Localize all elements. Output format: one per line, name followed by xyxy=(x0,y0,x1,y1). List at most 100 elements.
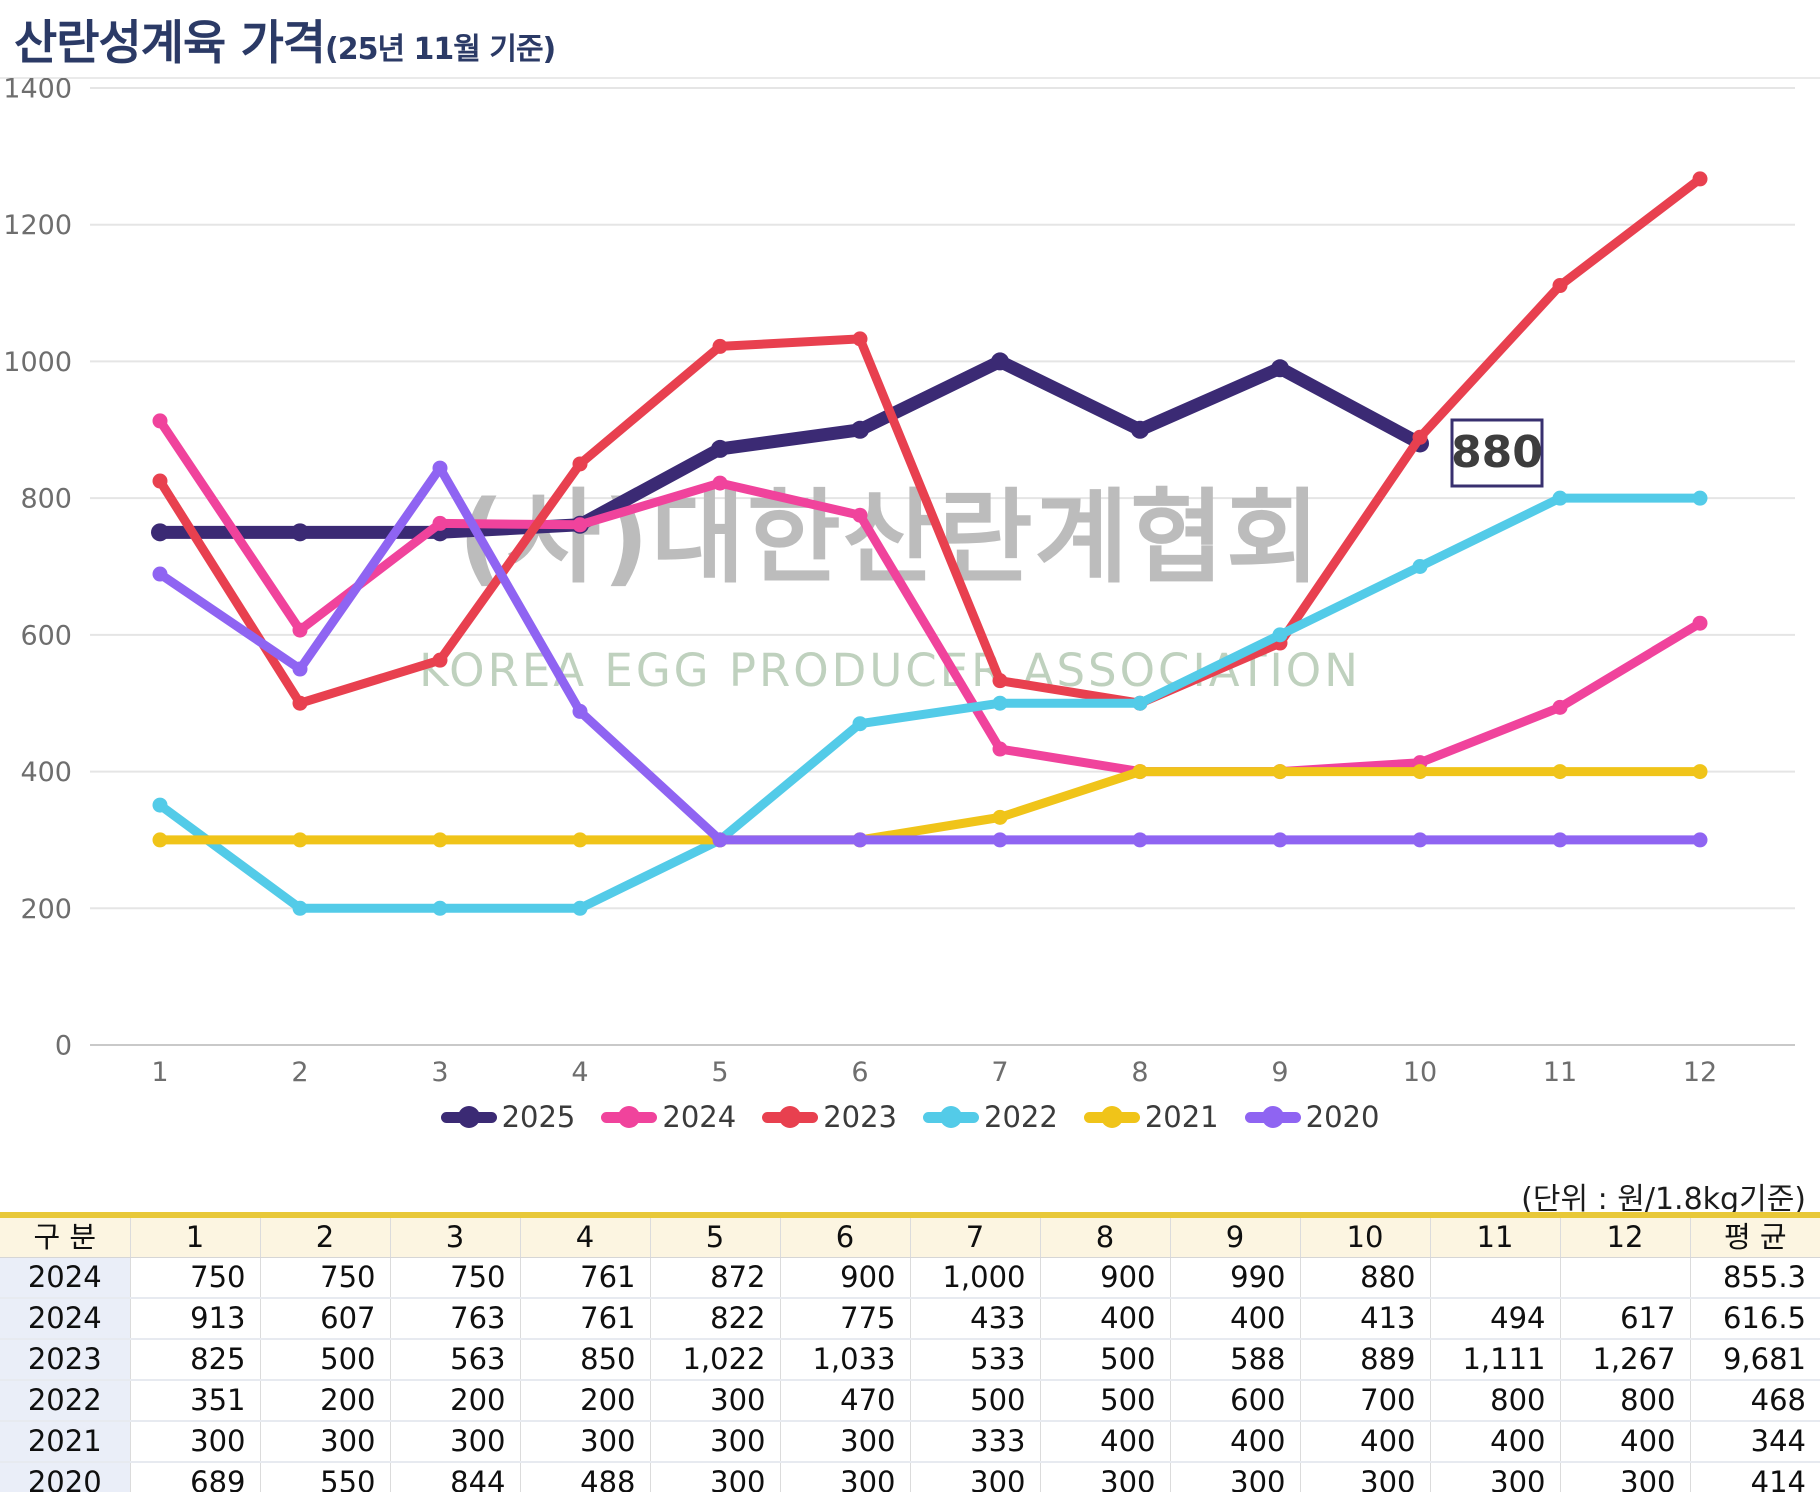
y-axis-label: 200 xyxy=(20,894,72,925)
legend-item-2022[interactable]: 2022 xyxy=(923,1100,1058,1134)
table-cell-r5-m5: 300 xyxy=(650,1462,781,1492)
table-cell-r0-m6: 900 xyxy=(780,1257,911,1299)
table-cell-r0-m11 xyxy=(1430,1257,1561,1299)
table-cell-r1-m11: 494 xyxy=(1430,1298,1561,1340)
data-point-2022-m4 xyxy=(572,900,588,916)
data-point-2025-m6 xyxy=(851,420,869,439)
table-cell-r5-m7: 300 xyxy=(910,1462,1041,1492)
legend-item-2023[interactable]: 2023 xyxy=(762,1100,897,1134)
data-point-2021-m3 xyxy=(432,832,448,848)
table-cell-r2-m10: 889 xyxy=(1300,1339,1431,1381)
table-cell-r4-m5: 300 xyxy=(650,1421,781,1463)
series-line-2021 xyxy=(155,767,1705,845)
legend-item-2025[interactable]: 2025 xyxy=(440,1100,576,1134)
table-cell-r0-m5: 872 xyxy=(650,1257,781,1299)
legend-item-2024[interactable]: 2024 xyxy=(601,1100,736,1134)
data-point-2025-m1 xyxy=(151,523,169,542)
legend-marker-dot-icon xyxy=(1261,1106,1284,1128)
x-axis-label: 7 xyxy=(991,1057,1008,1088)
data-point-2022-m12 xyxy=(1692,490,1708,506)
table-cell-r3-m3: 200 xyxy=(390,1380,521,1422)
data-point-2025-m5 xyxy=(711,439,729,458)
row-header-year: 2022 xyxy=(0,1380,131,1422)
table-cell-r4-m3: 300 xyxy=(390,1421,521,1463)
row-header-year: 2023 xyxy=(0,1339,131,1381)
legend-item-2021[interactable]: 2021 xyxy=(1083,1100,1219,1134)
data-point-2023-m11 xyxy=(1552,278,1568,294)
x-axis-label: 1 xyxy=(151,1057,168,1088)
data-point-2020-m8 xyxy=(1132,832,1148,848)
x-axis-label: 3 xyxy=(431,1057,448,1088)
table-row: 2024 913 607 763 761 822 775 433 400 400 413 494 617… xyxy=(0,1298,1820,1340)
table-cell-r4-m4: 300 xyxy=(520,1421,651,1463)
table-cell-r1-m9: 400 xyxy=(1170,1298,1301,1340)
table-cell-r1-m7: 433 xyxy=(910,1298,1041,1340)
table-cell-r0-m2: 750 xyxy=(260,1257,391,1299)
data-point-2023-m6 xyxy=(852,331,868,347)
table-cell-r4-m7: 333 xyxy=(910,1421,1041,1463)
table-cell-r4-m8: 400 xyxy=(1040,1421,1171,1463)
table-cell-r5-m10: 300 xyxy=(1300,1462,1431,1492)
legend-marker-dot-icon xyxy=(457,1106,480,1128)
table-cell-r0-m3: 750 xyxy=(390,1257,521,1299)
table-cell-r1-m3: 763 xyxy=(390,1298,521,1340)
table-cell-r5-avg: 414 xyxy=(1690,1462,1820,1492)
data-point-2023-m10 xyxy=(1412,429,1428,445)
table-cell-r5-m8: 300 xyxy=(1040,1462,1171,1492)
col-header: 1 xyxy=(130,1215,261,1258)
data-point-2021-m12 xyxy=(1692,764,1708,780)
data-point-2023-m3 xyxy=(432,652,448,668)
legend-label: 2024 xyxy=(662,1100,737,1134)
legend-item-2020[interactable]: 2020 xyxy=(1244,1100,1379,1134)
table-cell-r2-m9: 588 xyxy=(1170,1339,1301,1381)
table-cell-r3-m9: 600 xyxy=(1170,1380,1301,1422)
data-point-2022-m6 xyxy=(852,716,868,732)
y-axis-label: 1000 xyxy=(3,347,72,378)
y-axis-label: 0 xyxy=(55,1031,72,1062)
col-header: 6 xyxy=(780,1215,911,1258)
watermark-korean: (사)대한산란계협회 xyxy=(458,479,1322,598)
series-line-2024 xyxy=(155,416,1705,777)
table-cell-r3-m12: 800 xyxy=(1560,1380,1691,1422)
data-point-2021-m2 xyxy=(292,832,308,848)
table-cell-r2-m3: 563 xyxy=(390,1339,521,1381)
row-header-year: 2024 xyxy=(0,1298,131,1340)
table-cell-r5-m3: 844 xyxy=(390,1462,521,1492)
unit-note: (단위 : 원/1.8kg기준) xyxy=(1521,1182,1806,1217)
data-point-2025-m8 xyxy=(1131,420,1149,439)
table-cell-r3-m6: 470 xyxy=(780,1380,911,1422)
row-header-year: 2024 xyxy=(0,1257,131,1299)
table-cell-r3-m7: 500 xyxy=(910,1380,1041,1422)
col-header: 12 xyxy=(1560,1215,1691,1258)
col-header: 5 xyxy=(650,1215,781,1258)
data-point-2021-m4 xyxy=(572,832,588,848)
data-point-2022-m2 xyxy=(292,900,308,916)
data-point-2020-m3 xyxy=(432,460,448,476)
data-point-2024-m12 xyxy=(1692,615,1708,631)
y-axis-label: 600 xyxy=(20,620,72,651)
data-point-2020-m11 xyxy=(1552,832,1568,848)
data-point-2020-m9 xyxy=(1272,832,1288,848)
x-axis-label: 12 xyxy=(1683,1057,1717,1088)
legend-label: 2025 xyxy=(501,1100,576,1134)
data-point-2021-m7 xyxy=(992,809,1008,825)
data-point-2022-m8 xyxy=(1132,695,1148,711)
y-axis-label: 1400 xyxy=(3,78,72,105)
table-cell-r0-avg: 855.3 xyxy=(1690,1257,1820,1299)
table-cell-r2-m5: 1,022 xyxy=(650,1339,781,1381)
table-cell-r2-m4: 850 xyxy=(520,1339,651,1381)
col-header: 8 xyxy=(1040,1215,1171,1258)
data-point-2020-m2 xyxy=(292,661,308,677)
data-point-2021-m10 xyxy=(1412,764,1428,780)
data-point-2025-m7 xyxy=(991,352,1009,371)
data-point-2024-m2 xyxy=(292,622,308,638)
table-cell-r1-m1: 913 xyxy=(130,1298,261,1340)
data-point-2021-m11 xyxy=(1552,764,1568,780)
col-header: 11 xyxy=(1430,1215,1561,1258)
col-header: 7 xyxy=(910,1215,1041,1258)
table-cell-r1-m10: 413 xyxy=(1300,1298,1431,1340)
table-cell-r4-m11: 400 xyxy=(1430,1421,1561,1463)
price-table: 구 분 1 2 3 4 5 6 7 8 9 10 11 12 평 균 2024 750 750 750 761 87… xyxy=(0,1212,1820,1492)
col-header: 9 xyxy=(1170,1215,1301,1258)
x-axis-label: 10 xyxy=(1403,1057,1437,1088)
